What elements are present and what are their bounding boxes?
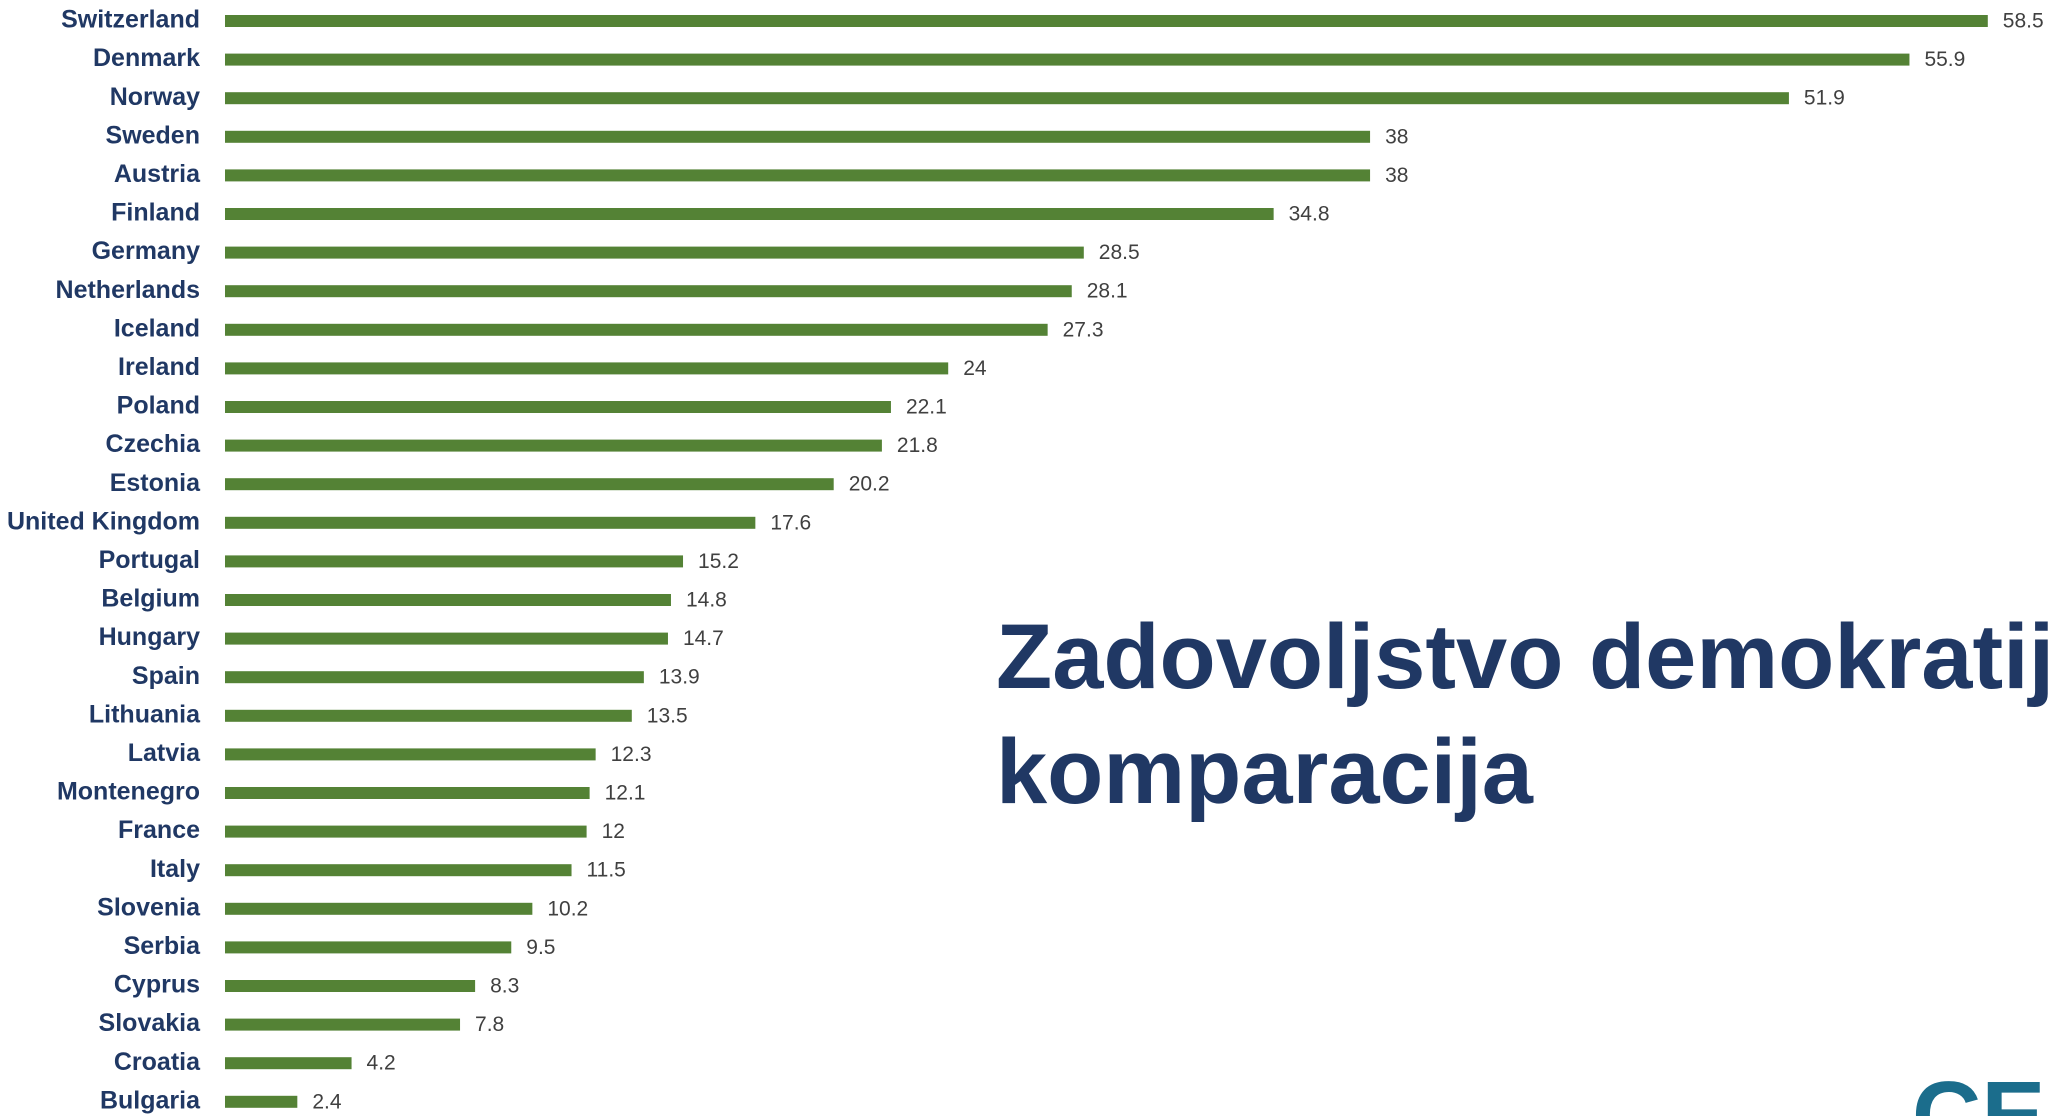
- value-label: 14.8: [686, 589, 727, 612]
- value-label: 7.8: [475, 1013, 504, 1036]
- bar: [225, 246, 1084, 259]
- category-label: Belgium: [101, 585, 200, 613]
- value-label: 14.7: [683, 627, 724, 650]
- category-label: Germany: [92, 237, 200, 265]
- value-label: 58.5: [2003, 10, 2044, 33]
- value-label: 9.5: [526, 936, 555, 959]
- category-label: Netherlands: [56, 276, 200, 304]
- category-label: Croatia: [114, 1048, 201, 1076]
- category-label: France: [118, 816, 200, 844]
- value-label: 12.1: [605, 782, 646, 805]
- bar: [225, 169, 1371, 182]
- bar: [225, 130, 1371, 143]
- category-label: Ireland: [118, 353, 200, 381]
- category-label: Italy: [150, 855, 200, 883]
- value-label: 11.5: [587, 859, 626, 882]
- category-label: Denmark: [93, 44, 200, 72]
- category-label: Spain: [132, 662, 200, 690]
- bar: [225, 15, 1988, 27]
- value-label: 34.8: [1289, 203, 1330, 226]
- bar: [225, 748, 596, 761]
- bar: [225, 285, 1072, 298]
- bar: [225, 439, 882, 452]
- logo: CE: [1912, 1062, 2045, 1116]
- category-label: Sweden: [106, 121, 200, 149]
- value-label: 15.2: [698, 550, 739, 573]
- category-label: Austria: [114, 160, 201, 188]
- chart-title: komparacija: [996, 721, 1534, 823]
- category-label: Latvia: [128, 739, 201, 767]
- value-label: 28.5: [1099, 241, 1140, 264]
- value-label: 28.1: [1087, 280, 1128, 303]
- category-label: Iceland: [114, 314, 200, 342]
- value-label: 20.2: [849, 473, 890, 496]
- bar: [225, 902, 533, 915]
- category-label: Cyprus: [114, 971, 200, 999]
- value-label: 21.8: [897, 434, 938, 457]
- bar: [225, 709, 632, 722]
- chart-title: Zadovoljstvo demokratijom: [996, 606, 2054, 708]
- bar: [225, 825, 587, 838]
- category-label: Serbia: [124, 932, 202, 960]
- category-label: Montenegro: [57, 778, 200, 806]
- bar: [225, 1018, 461, 1031]
- bar: [225, 671, 644, 684]
- bar: [225, 323, 1048, 336]
- value-label: 2.4: [312, 1090, 342, 1113]
- bar: [225, 92, 1789, 105]
- value-label: 17.6: [770, 511, 811, 534]
- value-label: 4.2: [367, 1052, 396, 1075]
- value-label: 13.5: [647, 704, 688, 727]
- bar: [225, 478, 834, 491]
- category-label: Norway: [110, 83, 200, 111]
- category-label: Finland: [111, 199, 200, 227]
- bar: [225, 632, 668, 645]
- category-label: Hungary: [99, 623, 201, 651]
- value-label: 38: [1385, 164, 1408, 187]
- category-label: Slovenia: [97, 893, 201, 921]
- value-label: 12: [602, 820, 625, 843]
- bar: [225, 941, 512, 954]
- category-label: Lithuania: [89, 700, 201, 728]
- value-label: 24: [963, 357, 987, 380]
- category-label: Poland: [117, 392, 200, 420]
- value-label: 38: [1385, 125, 1408, 148]
- value-label: 10.2: [547, 897, 588, 920]
- value-label: 22.1: [906, 396, 947, 419]
- category-label: United Kingdom: [7, 507, 200, 535]
- bar: [225, 555, 684, 568]
- value-label: 8.3: [490, 975, 519, 998]
- category-label: Bulgaria: [100, 1086, 201, 1114]
- value-label: 13.9: [659, 666, 700, 689]
- bar: [225, 594, 671, 606]
- value-label: 51.9: [1804, 87, 1845, 110]
- category-label: Czechia: [106, 430, 202, 458]
- bar: [225, 401, 891, 413]
- value-label: 55.9: [1924, 48, 1965, 71]
- bar: [225, 208, 1274, 220]
- category-label: Switzerland: [61, 6, 200, 34]
- bar: [225, 1057, 352, 1070]
- bar: [225, 980, 476, 992]
- bar: [225, 1095, 298, 1108]
- category-label: Portugal: [99, 546, 200, 574]
- bar: [225, 516, 756, 529]
- bar: [225, 787, 590, 799]
- category-label: Slovakia: [99, 1009, 202, 1037]
- bar: [225, 362, 949, 375]
- value-label: 27.3: [1063, 318, 1104, 341]
- bar: [225, 53, 1910, 66]
- category-label: Estonia: [110, 469, 201, 497]
- value-label: 12.3: [611, 743, 652, 766]
- bar: [225, 864, 572, 877]
